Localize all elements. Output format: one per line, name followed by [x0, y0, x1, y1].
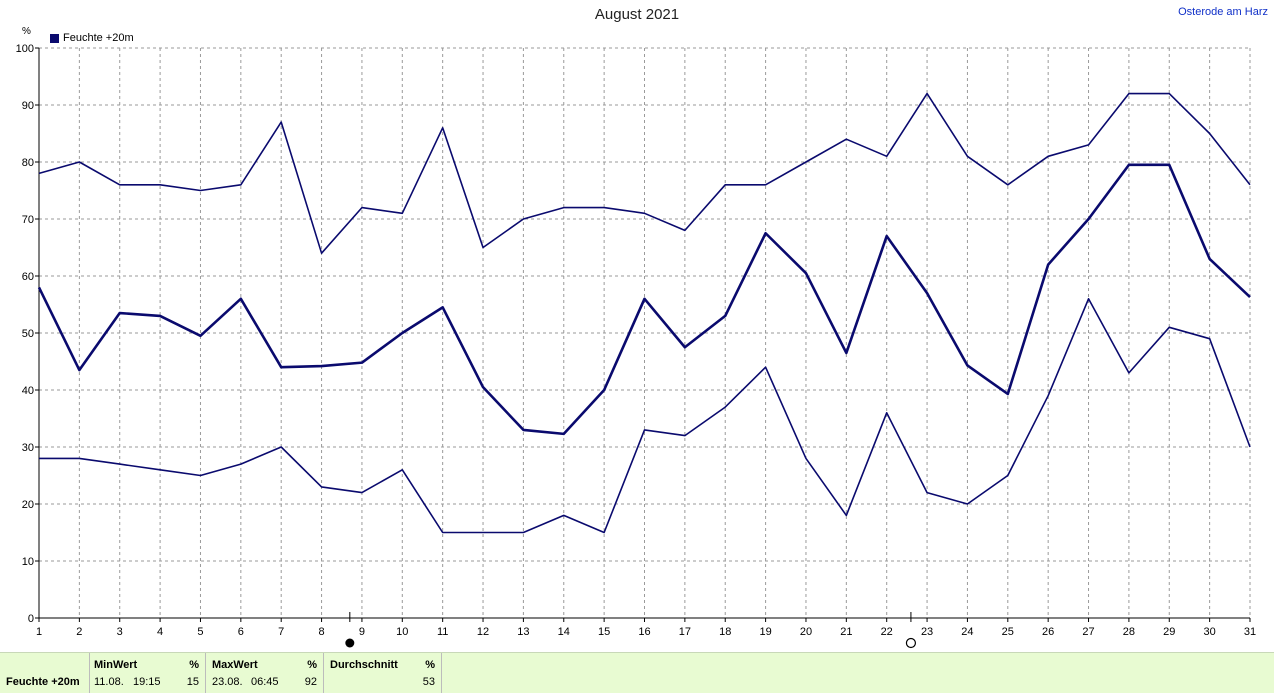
y-tick-label: 60	[22, 271, 34, 283]
y-axis-unit: %	[22, 26, 31, 37]
x-tick-label: 26	[1042, 626, 1054, 638]
x-tick-label: 17	[679, 626, 691, 638]
x-tick-label: 12	[477, 626, 489, 638]
x-tick-label: 31	[1244, 626, 1256, 638]
avg-header: Durchschnitt	[330, 659, 398, 671]
y-tick-label: 0	[28, 613, 34, 625]
x-tick-label: 14	[558, 626, 570, 638]
y-tick-label: 100	[16, 43, 34, 55]
x-tick-label: 23	[921, 626, 933, 638]
location-link[interactable]: Osterode am Harz	[1178, 6, 1268, 18]
x-tick-label: 21	[840, 626, 852, 638]
x-tick-label: 8	[319, 626, 325, 638]
full-moon-icon	[345, 638, 355, 648]
x-tick-label: 22	[881, 626, 893, 638]
x-tick-label: 29	[1163, 626, 1175, 638]
y-tick-label: 20	[22, 499, 34, 511]
x-tick-label: 24	[961, 626, 973, 638]
x-tick-label: 19	[759, 626, 771, 638]
x-tick-label: 6	[238, 626, 244, 638]
y-tick-label: 90	[22, 100, 34, 112]
x-tick-label: 18	[719, 626, 731, 638]
min-value: 15	[186, 676, 199, 688]
avg-unit: %	[425, 659, 435, 671]
min-header: MinWert	[94, 659, 138, 671]
x-tick-label: 13	[517, 626, 529, 638]
avg-value: 53	[422, 676, 435, 688]
footer-series-label: Feuchte +20m	[6, 676, 80, 688]
x-tick-label: 16	[638, 626, 650, 638]
max-value: 92	[304, 676, 317, 688]
y-tick-label: 40	[22, 385, 34, 397]
series-line-mean	[37, 163, 1251, 436]
y-tick-label: 50	[22, 328, 34, 340]
x-tick-label: 27	[1082, 626, 1094, 638]
x-tick-label: 1	[36, 626, 42, 638]
min-time: 19:15	[133, 676, 161, 688]
max-time: 06:45	[251, 676, 279, 688]
y-tick-label: 30	[22, 442, 34, 454]
new-moon-icon	[905, 637, 917, 649]
footer-avg-cell: Durchschnitt % 53	[324, 653, 442, 693]
y-tick-label: 70	[22, 214, 34, 226]
x-tick-label: 4	[157, 626, 163, 638]
footer-series-cell: Feuchte +20m	[0, 653, 90, 693]
max-unit: %	[307, 659, 317, 671]
footer-max-cell: MaxWert % 23.08. 06:45 92	[206, 653, 324, 693]
x-tick-label: 9	[359, 626, 365, 638]
max-header: MaxWert	[212, 659, 258, 671]
stats-footer: Feuchte +20m MinWert % 11.08. 19:15 15 M…	[0, 652, 1274, 693]
series-line-max	[38, 92, 1251, 254]
y-tick-label: 80	[22, 157, 34, 169]
max-date: 23.08.	[212, 676, 243, 688]
legend: Feuchte +20m	[50, 32, 134, 44]
y-tick-label: 10	[22, 556, 34, 568]
x-tick-label: 20	[800, 626, 812, 638]
x-tick-label: 25	[1002, 626, 1014, 638]
min-date: 11.08.	[94, 676, 124, 688]
x-tick-label: 11	[437, 626, 448, 638]
x-tick-label: 3	[117, 626, 123, 638]
legend-swatch	[50, 33, 59, 43]
legend-label: Feuchte +20m	[63, 32, 134, 44]
chart-title: August 2021	[594, 6, 680, 23]
x-tick-label: 30	[1204, 626, 1216, 638]
x-tick-label: 2	[76, 626, 82, 638]
footer-min-cell: MinWert % 11.08. 19:15 15	[89, 653, 206, 693]
x-tick-label: 7	[278, 626, 284, 638]
x-tick-label: 28	[1123, 626, 1135, 638]
min-unit: %	[189, 659, 199, 671]
x-tick-label: 5	[197, 626, 203, 638]
x-tick-label: 15	[598, 626, 610, 638]
x-tick-label: 10	[396, 626, 408, 638]
series-line-min	[39, 297, 1251, 534]
